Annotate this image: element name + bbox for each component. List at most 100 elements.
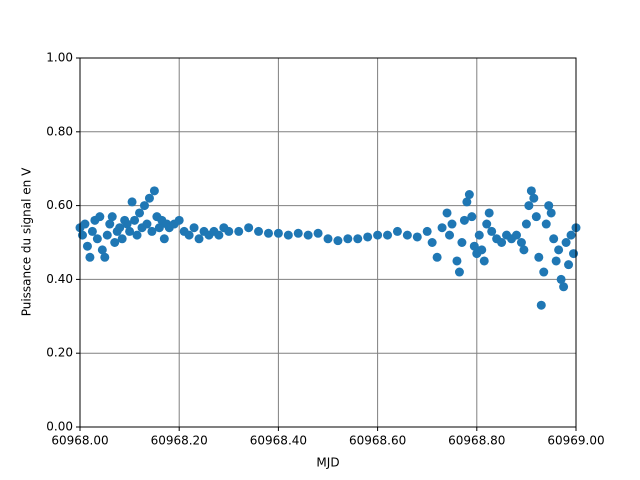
data-point xyxy=(392,226,402,236)
data-point xyxy=(363,232,373,242)
data-point xyxy=(549,234,559,244)
data-point xyxy=(102,230,112,240)
data-point xyxy=(554,245,564,255)
data-point xyxy=(445,230,455,240)
data-point xyxy=(194,234,204,244)
data-point xyxy=(452,256,462,266)
data-point xyxy=(373,230,383,240)
data-point xyxy=(333,236,343,246)
data-point xyxy=(95,212,105,222)
x-tick-label: 60968.80 xyxy=(448,434,505,448)
data-point xyxy=(159,234,169,244)
data-point xyxy=(459,215,469,225)
data-point xyxy=(77,230,87,240)
data-point xyxy=(323,234,333,244)
data-point xyxy=(234,226,244,236)
data-point xyxy=(447,219,457,229)
data-point xyxy=(149,186,159,196)
data-point xyxy=(521,219,531,229)
x-tick-label: 60968.40 xyxy=(250,434,307,448)
data-point xyxy=(412,232,422,242)
plot-frame xyxy=(79,57,577,428)
data-point xyxy=(462,197,472,207)
data-point xyxy=(263,228,273,238)
x-axis-label: MJD xyxy=(316,456,339,470)
data-point xyxy=(551,256,561,266)
data-point xyxy=(142,219,152,229)
data-point xyxy=(566,230,576,240)
data-point xyxy=(100,252,110,262)
data-point xyxy=(531,212,541,222)
data-point xyxy=(402,230,412,240)
data-point xyxy=(383,230,393,240)
data-point xyxy=(541,219,551,229)
data-point xyxy=(283,230,293,240)
x-tick-label: 60968.60 xyxy=(349,434,406,448)
data-point xyxy=(467,212,477,222)
data-point xyxy=(154,223,164,233)
data-point xyxy=(497,238,507,247)
data-point xyxy=(536,300,546,310)
data-point xyxy=(135,208,145,218)
data-point xyxy=(487,226,497,236)
data-point xyxy=(564,260,574,270)
y-axis-label: Puissance du signal en V xyxy=(20,167,34,316)
y-tick-label: 0.60 xyxy=(46,198,73,212)
data-point xyxy=(110,238,120,247)
data-point xyxy=(524,201,534,211)
data-point xyxy=(117,234,127,244)
data-point xyxy=(556,274,566,284)
data-point xyxy=(87,226,97,236)
x-tick-label: 60968.00 xyxy=(51,434,108,448)
data-point xyxy=(437,223,447,233)
data-point xyxy=(130,215,140,225)
data-point xyxy=(526,186,536,196)
data-point xyxy=(469,241,479,251)
data-point xyxy=(303,230,313,240)
data-point xyxy=(422,226,432,236)
data-point xyxy=(139,201,149,211)
data-point xyxy=(457,238,467,247)
data-point xyxy=(313,228,323,238)
y-tick-label: 1.00 xyxy=(46,51,73,65)
data-point xyxy=(353,234,363,244)
data-point xyxy=(534,252,544,262)
data-point xyxy=(477,245,487,255)
data-point xyxy=(127,197,137,207)
data-point xyxy=(224,226,234,236)
data-point xyxy=(254,226,264,236)
data-point xyxy=(107,212,117,222)
data-point xyxy=(82,241,92,251)
data-point xyxy=(544,201,554,211)
data-point xyxy=(474,230,484,240)
data-point xyxy=(144,193,154,203)
data-point xyxy=(464,190,474,200)
data-point xyxy=(214,230,224,240)
x-tick-label: 60969.00 xyxy=(547,434,604,448)
data-point xyxy=(147,226,157,236)
data-point xyxy=(569,249,579,259)
data-point xyxy=(516,238,526,247)
data-point xyxy=(92,234,102,244)
data-point xyxy=(519,245,529,255)
data-point xyxy=(559,282,569,292)
x-tick-label: 60968.20 xyxy=(151,434,208,448)
data-point xyxy=(442,208,452,218)
data-point xyxy=(511,230,521,240)
data-point xyxy=(539,267,549,277)
y-tick-label: 0.40 xyxy=(46,272,73,286)
data-point xyxy=(484,208,494,218)
data-point xyxy=(529,193,539,203)
data-point xyxy=(482,219,492,229)
data-point xyxy=(454,267,464,277)
data-point xyxy=(561,238,571,247)
data-point xyxy=(273,228,283,238)
data-point xyxy=(97,245,107,255)
data-point xyxy=(244,223,254,233)
data-point xyxy=(189,223,199,233)
y-tick-label: 0.20 xyxy=(46,346,73,360)
data-point xyxy=(432,252,442,262)
data-point xyxy=(132,230,142,240)
